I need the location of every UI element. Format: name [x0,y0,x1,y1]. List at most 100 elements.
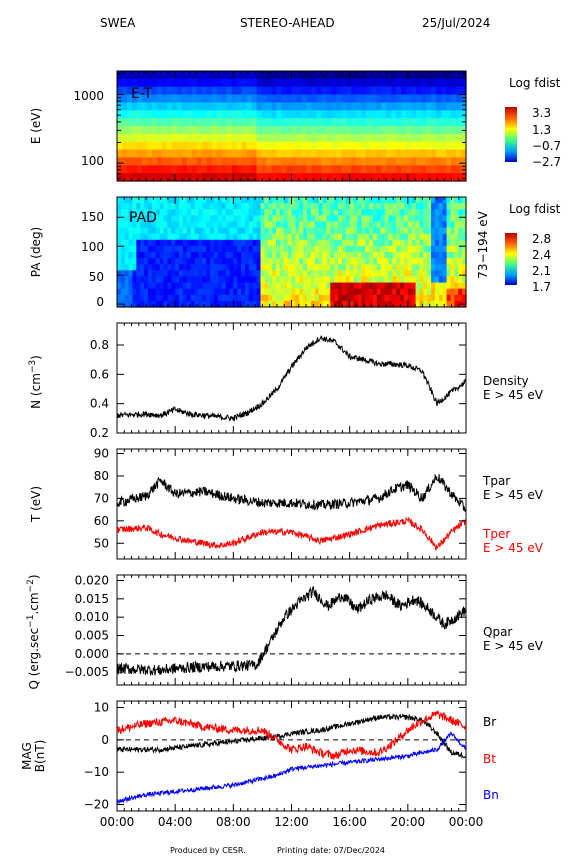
pad-cell [427,245,432,253]
pad-cell [357,282,362,290]
et-cell [266,173,273,182]
et-cell [176,149,183,159]
pad-cell [144,264,149,271]
pad-cell [434,264,440,271]
pad-cell [392,215,397,223]
et-cell [396,165,402,174]
et-cell [396,71,402,80]
et-cell [451,110,457,119]
pad-cell [136,264,141,271]
et-cell [431,149,437,159]
pad-cell [229,294,234,302]
pad-cell [202,233,207,241]
et-cell [306,94,313,104]
et-cell [431,126,437,135]
pad-cell [136,197,141,204]
pad-cell [291,221,296,229]
pad-cell [206,282,211,290]
et-cell [446,94,452,104]
et-cell [241,86,248,96]
et-cell [351,102,357,111]
et-cell [166,78,173,88]
et-cell [117,78,123,88]
pad-cell [341,233,347,241]
pad-cell [190,294,196,302]
et-cell [381,157,387,166]
pad-cell [310,239,316,247]
pad-cell [151,276,157,284]
et-cell [256,165,263,174]
pad-cell [427,227,432,235]
pad-cell [186,270,192,278]
et-cell [421,71,427,80]
pad-cell [206,227,211,235]
pad-cell [392,221,397,229]
pad-cell [326,252,331,259]
pad-cell [144,197,149,204]
et-cell [436,78,442,88]
pad-cell [175,197,180,204]
et-cell [171,157,178,166]
pad-cell [423,252,428,259]
pad-cell [372,300,378,308]
pad-cell [182,264,188,271]
et-cell [416,141,422,151]
pad-cell [252,270,258,278]
et-cell [216,157,223,166]
et-cell [191,71,198,80]
pad-cell [229,245,234,253]
et-cell [276,149,283,159]
et-cell [276,141,283,151]
et-cell [356,118,362,127]
et-cell [346,118,352,127]
pad-cell [268,203,273,210]
et-cell [151,118,158,127]
pad-cell [388,276,393,284]
et-cell [331,110,337,119]
et-cell [431,118,437,127]
qpar-legend-title: Qpar [483,625,512,639]
pad-cell [372,239,378,247]
pad-cell [322,227,327,235]
et-cell [341,78,347,88]
pad-cell [202,197,207,204]
pad-cell [400,300,405,308]
pad-colorbar-tick-2: 2.4 [532,248,551,262]
et-cell [396,133,402,143]
pad-cell [450,245,455,253]
et-cell [361,78,367,88]
pad-cell [338,239,343,247]
et-cell [421,133,427,143]
pad-cell [252,245,258,253]
et-cell [186,102,193,111]
et-cell [441,118,447,127]
et-cell [321,149,327,159]
pad-cell [396,215,401,223]
pad-cell [148,270,153,278]
et-cell [381,86,387,96]
et-cell [126,102,133,111]
et-cell [271,94,278,104]
pad-cell [136,221,141,229]
pad-cell [171,209,176,216]
pad-cell [144,258,149,265]
pad-cell [198,221,203,229]
density-legend-energy: E > 45 eV [483,388,544,402]
pad-cell [431,215,436,223]
et-cell [311,126,318,135]
et-cell [196,86,203,96]
pad-cell [338,276,343,284]
et-cell [351,165,357,174]
pad-cell [283,276,289,284]
pad-cell [322,270,327,278]
pad-cell [438,221,444,229]
et-cell [241,173,248,182]
et-cell [131,126,138,135]
et-cell [361,141,367,151]
pad-cell [124,227,130,235]
pad-cell [369,294,374,302]
pad-cell [450,270,455,278]
pad-cell [225,252,231,259]
et-cell [161,141,168,151]
et-cell [351,110,357,119]
